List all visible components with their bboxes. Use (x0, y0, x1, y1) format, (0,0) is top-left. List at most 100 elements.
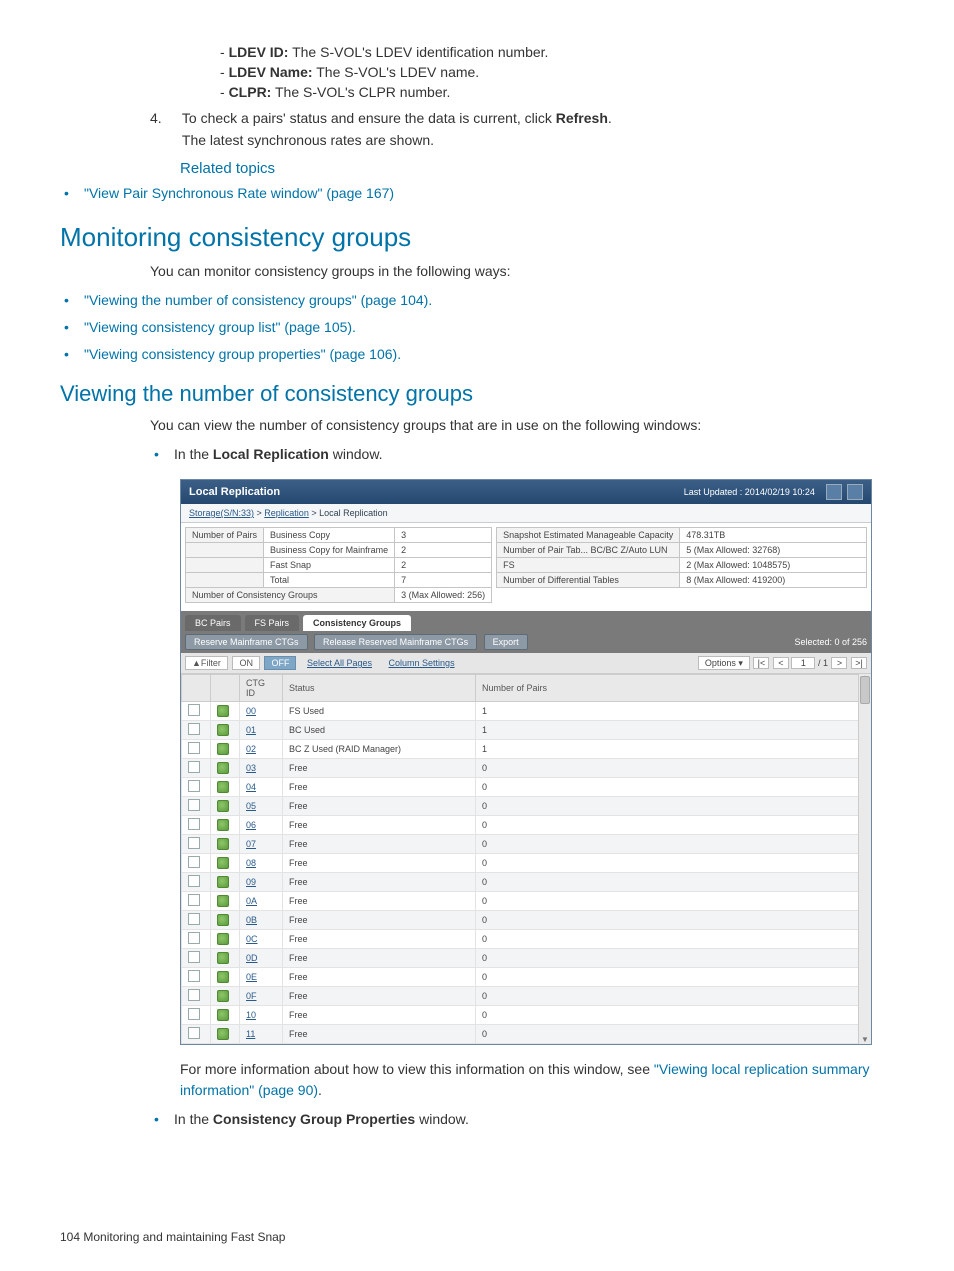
table-row[interactable]: 07Free0 (182, 835, 871, 854)
table-row[interactable]: 02BC Z Used (RAID Manager)1 (182, 740, 871, 759)
options-dropdown[interactable]: Options ▾ (698, 656, 750, 670)
page-prev[interactable]: < (773, 657, 789, 669)
tab-fs-pairs[interactable]: FS Pairs (245, 615, 300, 631)
num-pairs-cell: 0 (476, 873, 871, 892)
row-checkbox[interactable] (188, 704, 200, 716)
row-checkbox[interactable] (188, 970, 200, 982)
reserve-ctg-button[interactable]: Reserve Mainframe CTGs (185, 634, 308, 650)
crumb-replication[interactable]: Replication (264, 508, 309, 518)
row-checkbox[interactable] (188, 780, 200, 792)
local-replication-window: Local Replication Last Updated : 2014/02… (180, 479, 872, 1045)
step4-a: To check a pairs' status and ensure the … (182, 110, 556, 126)
page-current[interactable]: 1 (791, 657, 815, 669)
ctg-id-link[interactable]: 0D (246, 953, 258, 963)
scroll-down-icon[interactable]: ▼ (859, 1035, 871, 1045)
row-checkbox[interactable] (188, 1008, 200, 1020)
row-checkbox[interactable] (188, 837, 200, 849)
ctg-id-link[interactable]: 10 (246, 1010, 256, 1020)
export-button[interactable]: Export (484, 634, 528, 650)
col-header[interactable]: Status (283, 675, 476, 702)
filter-off[interactable]: OFF (264, 656, 296, 670)
ctg-id-link[interactable]: 05 (246, 801, 256, 811)
refresh-icon[interactable] (826, 484, 842, 500)
column-settings[interactable]: Column Settings (383, 657, 461, 669)
row-checkbox[interactable] (188, 818, 200, 830)
table-row[interactable]: 05Free0 (182, 797, 871, 816)
window-title: Local Replication (189, 486, 280, 498)
status-cell: Free (283, 816, 476, 835)
table-row[interactable]: 06Free0 (182, 816, 871, 835)
table-row[interactable]: 09Free0 (182, 873, 871, 892)
ctg-id-link[interactable]: 0C (246, 934, 258, 944)
section-link[interactable]: "Viewing consistency group list" (page 1… (84, 319, 356, 335)
ctg-id-link[interactable]: 11 (246, 1029, 255, 1039)
ctg-id-link[interactable]: 0B (246, 915, 257, 925)
ctg-id-link[interactable]: 01 (246, 725, 256, 735)
summary-val: 2 (Max Allowed: 1048575) (680, 558, 867, 573)
row-checkbox[interactable] (188, 856, 200, 868)
table-row[interactable]: 0FFree0 (182, 987, 871, 1006)
status-cell: Free (283, 911, 476, 930)
col-header[interactable]: CTG ID (240, 675, 283, 702)
num-pairs-cell: 0 (476, 987, 871, 1006)
h1-text: You can monitor consistency groups in th… (150, 261, 894, 282)
row-checkbox[interactable] (188, 1027, 200, 1039)
section-link[interactable]: "Viewing consistency group properties" (… (84, 346, 401, 362)
col-header[interactable] (211, 675, 240, 702)
related-link[interactable]: "View Pair Synchronous Rate window" (pag… (84, 185, 394, 201)
table-row[interactable]: 03Free0 (182, 759, 871, 778)
page-first[interactable]: |< (753, 657, 769, 669)
row-checkbox[interactable] (188, 989, 200, 1001)
table-row[interactable]: 08Free0 (182, 854, 871, 873)
select-all-pages[interactable]: Select All Pages (301, 657, 378, 669)
filter-toggle[interactable]: ▲Filter (185, 656, 228, 670)
scroll-thumb[interactable] (860, 676, 870, 704)
status-icon (217, 857, 229, 869)
status-icon (217, 990, 229, 1002)
crumb-storage[interactable]: Storage(S/N:33) (189, 508, 254, 518)
ctg-id-link[interactable]: 00 (246, 706, 256, 716)
page-last[interactable]: >| (851, 657, 867, 669)
table-row[interactable]: 00FS Used1 (182, 702, 871, 721)
page-next[interactable]: > (831, 657, 847, 669)
ctg-id-link[interactable]: 04 (246, 782, 256, 792)
help-icon[interactable] (847, 484, 863, 500)
table-row[interactable]: 10Free0 (182, 1006, 871, 1025)
table-row[interactable]: 0EFree0 (182, 968, 871, 987)
section-link[interactable]: "Viewing the number of consistency group… (84, 292, 432, 308)
ctg-id-link[interactable]: 03 (246, 763, 256, 773)
row-checkbox[interactable] (188, 875, 200, 887)
ctg-id-link[interactable]: 09 (246, 877, 256, 887)
row-checkbox[interactable] (188, 799, 200, 811)
bullet-cgp: In the Consistency Group Properties wind… (150, 1109, 894, 1130)
ctg-id-link[interactable]: 0E (246, 972, 257, 982)
ctg-id-link[interactable]: 07 (246, 839, 256, 849)
row-checkbox[interactable] (188, 761, 200, 773)
table-row[interactable]: 0CFree0 (182, 930, 871, 949)
row-checkbox[interactable] (188, 932, 200, 944)
table-row[interactable]: 11Free0 (182, 1025, 871, 1044)
status-cell: BC Z Used (RAID Manager) (283, 740, 476, 759)
ctg-id-link[interactable]: 06 (246, 820, 256, 830)
table-row[interactable]: 04Free0 (182, 778, 871, 797)
table-row[interactable]: 0DFree0 (182, 949, 871, 968)
vertical-scrollbar[interactable]: ▲ ▼ (858, 674, 871, 1044)
col-header[interactable] (182, 675, 211, 702)
table-row[interactable]: 0BFree0 (182, 911, 871, 930)
tab-bc-pairs[interactable]: BC Pairs (185, 615, 241, 631)
filter-on[interactable]: ON (232, 656, 260, 670)
ctg-id-link[interactable]: 02 (246, 744, 256, 754)
ctg-id-link[interactable]: 0F (246, 991, 257, 1001)
table-row[interactable]: 01BC Used1 (182, 721, 871, 740)
table-row[interactable]: 0AFree0 (182, 892, 871, 911)
row-checkbox[interactable] (188, 742, 200, 754)
row-checkbox[interactable] (188, 951, 200, 963)
ctg-id-link[interactable]: 0A (246, 896, 257, 906)
release-ctg-button[interactable]: Release Reserved Mainframe CTGs (314, 634, 477, 650)
col-header[interactable]: Number of Pairs (476, 675, 871, 702)
ctg-id-link[interactable]: 08 (246, 858, 256, 868)
row-checkbox[interactable] (188, 894, 200, 906)
row-checkbox[interactable] (188, 723, 200, 735)
tab-consistency-groups[interactable]: Consistency Groups (303, 615, 411, 631)
row-checkbox[interactable] (188, 913, 200, 925)
